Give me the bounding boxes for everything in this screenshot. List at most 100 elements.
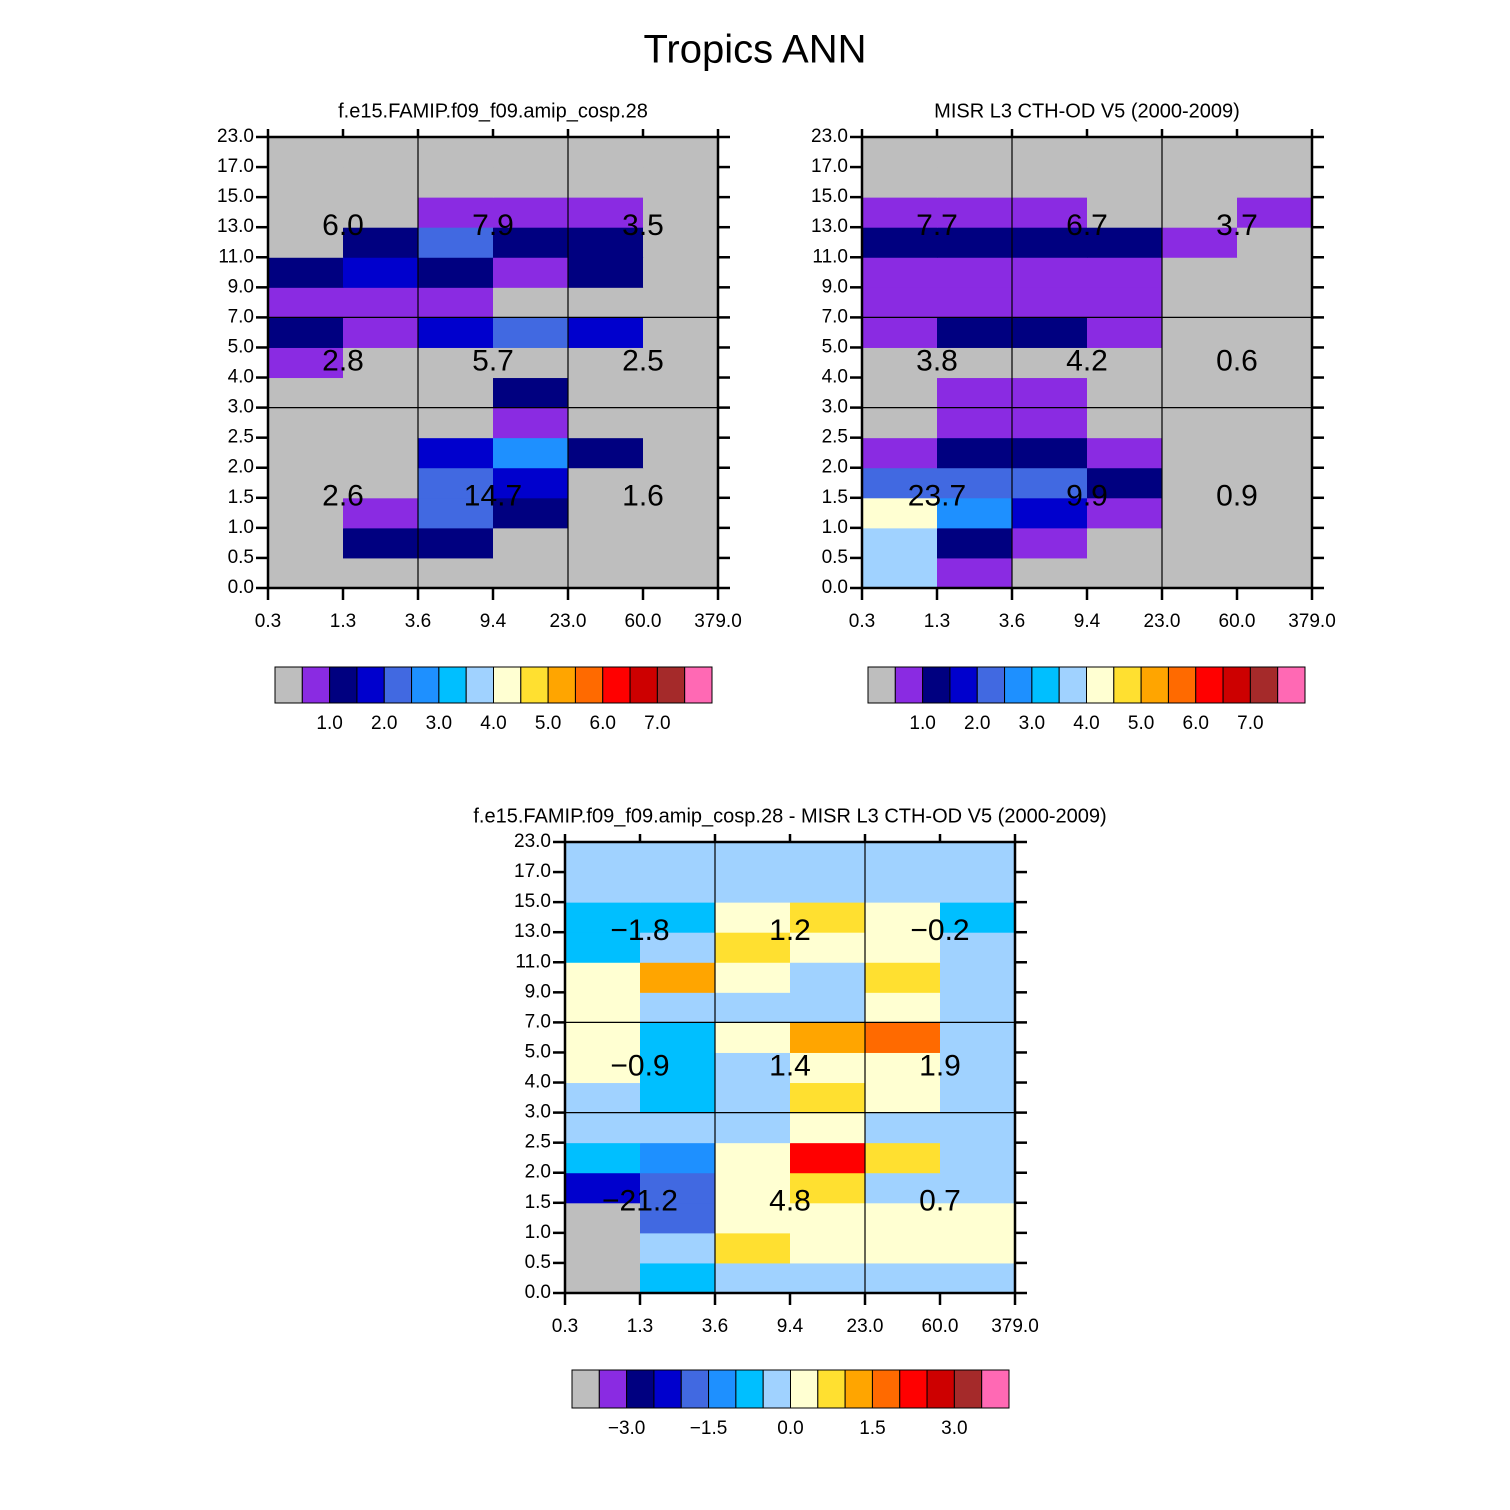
heatmap-cell <box>493 317 569 348</box>
colorbar-box <box>953 1369 983 1409</box>
heatmap-cell <box>862 317 938 348</box>
heatmap-cell <box>937 167 1013 198</box>
heatmap-cell <box>940 1202 1016 1234</box>
colorbar-box <box>1113 666 1142 704</box>
heatmap-cell <box>640 842 716 873</box>
heatmap-cell <box>268 197 344 228</box>
heatmap-cell <box>1162 257 1238 288</box>
heatmap-cell <box>862 557 938 589</box>
y-tick-label: 17.0 <box>811 156 848 177</box>
y-tick-label: 9.0 <box>228 276 254 297</box>
heatmap-cell <box>418 467 494 499</box>
block-total: 7.9 <box>472 209 514 242</box>
heatmap-cell <box>640 902 716 933</box>
heatmap-cell <box>1237 137 1313 168</box>
heatmap-cell <box>343 167 419 198</box>
heatmap-cell <box>865 962 941 993</box>
heatmap-cell <box>1162 527 1238 559</box>
heatmap-cell <box>940 992 1016 1023</box>
heatmap-cell <box>493 437 569 469</box>
heatmap-cell <box>643 257 719 288</box>
heatmap-cell <box>790 992 866 1023</box>
colorbar-box <box>411 666 440 704</box>
heatmap-cell <box>790 1262 866 1294</box>
heatmap-cell <box>418 347 494 379</box>
colorbar-box <box>598 1369 628 1409</box>
heatmap-cell <box>715 1082 791 1114</box>
heatmap-cell <box>1087 437 1163 469</box>
heatmap-cell <box>268 137 344 168</box>
heatmap-cell <box>640 1022 716 1053</box>
heatmap-cell <box>1162 557 1238 589</box>
heatmap-cell <box>715 1262 791 1294</box>
y-tick-label: 17.0 <box>514 861 551 882</box>
heatmap-cell <box>1162 437 1238 469</box>
heatmap-cell <box>1012 407 1088 439</box>
colorbar-box <box>976 666 1006 704</box>
heatmap-cell <box>940 1052 1016 1084</box>
heatmap-cell <box>1012 137 1088 168</box>
x-tick-label: 60.0 <box>922 1316 959 1337</box>
y-tick-label: 2.0 <box>822 457 848 478</box>
heatmap-cell <box>1162 137 1238 168</box>
x-tick-label: 379.0 <box>991 1316 1039 1337</box>
heatmap-cell <box>937 467 1013 499</box>
heatmap-cell <box>940 1232 1016 1264</box>
colorbar-box <box>574 666 604 704</box>
colorbar-box <box>1004 666 1033 704</box>
colorbar-box <box>629 666 658 704</box>
heatmap-cell <box>268 437 344 469</box>
heatmap-cell <box>865 992 941 1023</box>
heatmap-cell <box>865 872 941 903</box>
heatmap-cell <box>643 227 719 258</box>
heatmap-cell <box>1012 497 1088 529</box>
heatmap-cell <box>715 902 791 933</box>
y-tick-label: 11.0 <box>218 246 254 267</box>
heatmap-cell <box>862 467 938 499</box>
heatmap-cell <box>643 557 719 589</box>
heatmap-cell <box>937 347 1013 379</box>
heatmap-cell <box>568 317 644 348</box>
heatmap-cell <box>1012 167 1088 198</box>
heatmap-cell <box>565 1082 641 1114</box>
block-total: 2.8 <box>322 344 364 377</box>
x-tick-label: 1.3 <box>627 1316 653 1337</box>
heatmap-cell <box>1237 437 1313 469</box>
heatmap-cell <box>493 227 569 258</box>
heatmap-cell <box>565 1232 641 1264</box>
block-total: −21.2 <box>602 1185 678 1218</box>
heatmap-cell <box>343 377 419 409</box>
heatmap-cell <box>418 437 494 469</box>
heatmap-cell <box>1237 497 1313 529</box>
y-tick-label: 9.0 <box>822 276 848 297</box>
heatmap-cell <box>862 197 938 228</box>
heatmap-cell <box>493 527 569 559</box>
block-total: 4.8 <box>769 1185 811 1218</box>
colorbar-label: 6.0 <box>590 713 616 734</box>
heatmap-cell <box>937 227 1013 258</box>
heatmap-cell <box>565 1262 641 1294</box>
colorbar-label: 4.0 <box>1073 713 1099 734</box>
heatmap-cell <box>643 527 719 559</box>
heatmap-cell <box>643 347 719 379</box>
heatmap-cell <box>568 557 644 589</box>
block-total: 2.5 <box>622 344 664 377</box>
heatmap-cell <box>640 1172 716 1204</box>
heatmap-cell <box>862 497 938 529</box>
colorbar-box <box>1140 666 1169 704</box>
x-tick-label: 1.3 <box>330 611 356 632</box>
y-tick-label: 0.0 <box>525 1282 551 1303</box>
heatmap-cell <box>268 377 344 409</box>
heatmap-cell <box>1087 407 1163 439</box>
x-tick-label: 9.4 <box>777 1316 804 1337</box>
heatmap-cell <box>715 932 791 963</box>
heatmap-cell <box>1162 497 1238 529</box>
heatmap-cell <box>643 287 719 318</box>
heatmap-cell <box>643 497 719 529</box>
heatmap-cell <box>1237 257 1313 288</box>
colorbar-label: 3.0 <box>941 1418 967 1439</box>
colorbar-box <box>708 1369 737 1409</box>
colorbar-box <box>684 666 713 704</box>
heatmap-cell <box>343 227 419 258</box>
y-tick-label: 1.5 <box>228 487 254 508</box>
